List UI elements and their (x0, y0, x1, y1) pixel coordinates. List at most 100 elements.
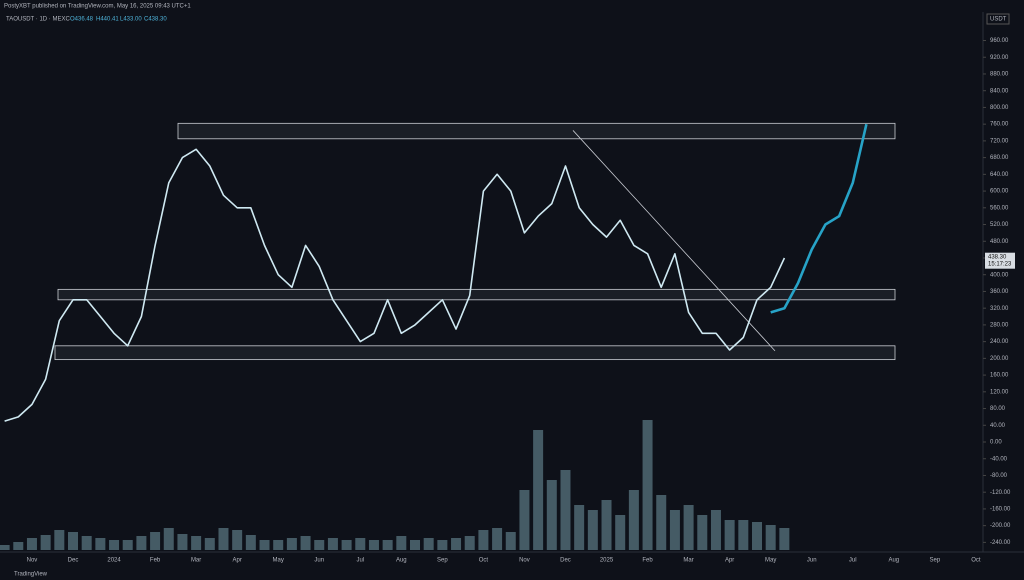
volume-bar (505, 532, 516, 550)
x-tick-label: Nov (519, 558, 530, 564)
x-tick-label: Jun (314, 558, 324, 564)
volume-bar (163, 528, 174, 550)
volume-bar (574, 505, 585, 550)
price-line (770, 123, 868, 314)
x-tick-label: Dec (560, 558, 571, 564)
y-tick-label: 400.00 (990, 272, 1009, 278)
y-tick-label: 40.00 (990, 423, 1006, 429)
volume-bar (368, 540, 379, 550)
volume-bar (683, 505, 694, 550)
y-tick-label: 360.00 (990, 289, 1009, 295)
volume-bar (478, 530, 489, 550)
volume-bar (724, 520, 735, 550)
y-tick-label: 560.00 (990, 205, 1009, 211)
volume-bar (204, 538, 215, 550)
y-tick-label: -160.00 (990, 507, 1011, 513)
y-tick-label: -40.00 (990, 456, 1008, 462)
volume-bar (546, 480, 557, 550)
price-label-box (985, 252, 1015, 269)
volume-bar (519, 490, 530, 550)
volume-bar (533, 430, 544, 550)
volume-bar (245, 535, 256, 550)
volume-bar (656, 495, 667, 550)
x-tick-label: Oct (971, 558, 981, 564)
volume-bar (451, 538, 462, 550)
x-tick-label: Dec (68, 558, 79, 564)
volume-bar (587, 510, 598, 550)
currency: USDT (990, 17, 1007, 23)
y-tick-label: 520.00 (990, 222, 1009, 228)
volume-bar (642, 420, 653, 550)
volume-bar (218, 528, 229, 550)
y-tick-label: 0.00 (990, 440, 1002, 446)
volume-bar (669, 510, 680, 550)
volume-bar (410, 540, 420, 550)
volume-bar (738, 520, 749, 550)
volume-bar (259, 540, 270, 550)
volume-bar (232, 530, 243, 550)
x-tick-label: Mar (683, 558, 693, 564)
y-tick-label: -200.00 (990, 523, 1011, 529)
volume-bar (273, 540, 284, 550)
x-tick-label: Jun (807, 558, 817, 564)
y-tick-label: -240.00 (990, 540, 1011, 546)
zone (177, 122, 896, 140)
volume-bar (0, 545, 10, 550)
zone (54, 345, 896, 361)
trendline (572, 130, 776, 352)
footer: TradingView (14, 572, 48, 578)
y-tick-label: 600.00 (990, 189, 1009, 195)
countdown: 15:17:23 (988, 261, 1012, 267)
volume-bar (68, 532, 78, 550)
x-tick-label: 2024 (107, 558, 121, 564)
volume-bar (81, 536, 92, 550)
y-tick-label: 480.00 (990, 239, 1009, 245)
currency-box (986, 13, 1010, 25)
volume-bar (492, 528, 503, 550)
volume-bar (150, 532, 161, 550)
volume-bar (109, 540, 120, 550)
symbol: TAOUSDT · 1D · MEXC (6, 17, 70, 23)
y-tick-label: 920.00 (990, 55, 1009, 61)
x-tick-label: Jul (849, 558, 857, 564)
volume-bar (314, 540, 325, 550)
x-tick-label: Mar (191, 558, 201, 564)
volume-bar (191, 536, 202, 550)
x-tick-label: Feb (150, 558, 161, 564)
y-tick-label: 800.00 (990, 105, 1009, 111)
ohlc: H440.41 (96, 17, 119, 23)
y-tick-label: -120.00 (990, 490, 1011, 496)
y-tick-label: 120.00 (990, 389, 1009, 395)
volume-bar (54, 530, 65, 550)
ohlc: L433.00 (120, 17, 142, 23)
y-tick-label: 880.00 (990, 72, 1009, 78)
y-tick-label: 320.00 (990, 306, 1009, 312)
y-tick-label: 960.00 (990, 38, 1009, 44)
y-tick-label: 840.00 (990, 88, 1009, 94)
x-tick-label: Apr (725, 558, 734, 564)
y-tick-label: 240.00 (990, 339, 1009, 345)
volume-bar (341, 540, 352, 550)
volume-bar (13, 542, 24, 550)
volume-bar (327, 538, 338, 550)
x-tick-label: May (273, 558, 284, 564)
zone (57, 288, 896, 301)
volume-bar (423, 538, 434, 550)
price-label: 438.30 (988, 254, 1007, 260)
y-tick-label: 160.00 (990, 373, 1009, 379)
y-tick-label: -80.00 (990, 473, 1008, 479)
x-tick-label: Sep (929, 558, 940, 564)
x-tick-label: Aug (396, 558, 407, 564)
volume-bar (464, 536, 475, 550)
volume-bar (628, 490, 639, 550)
volume-bar (697, 515, 708, 550)
volume-bar (136, 536, 147, 550)
x-tick-label: Feb (642, 558, 653, 564)
y-tick-label: 680.00 (990, 155, 1009, 161)
x-tick-label: Aug (888, 558, 899, 564)
x-tick-label: Sep (437, 558, 448, 564)
x-tick-label: Apr (232, 558, 241, 564)
y-tick-label: 720.00 (990, 138, 1009, 144)
